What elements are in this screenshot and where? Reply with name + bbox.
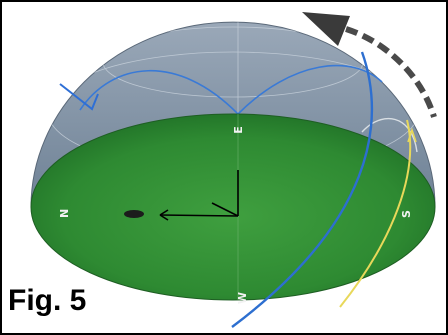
ground-plane [30,113,436,301]
rotation-arrow [345,26,437,118]
compass-label-north: N [58,209,71,218]
yellow-sun-path [339,119,412,308]
compass-label-south: S [400,210,413,218]
blue-sun-path [231,51,374,328]
compass-label-east: E [232,126,245,134]
observer-marker [124,210,144,218]
yellow-arrowhead [407,127,417,143]
compass-label-west: W [236,292,249,304]
gnomon-indicator [159,170,239,221]
celestial-sphere-diagram: N E S W [30,12,437,328]
blue-tick-mark [59,83,99,111]
white-arc [361,117,418,153]
figure-label: Fig. 5 [8,284,87,317]
rotation-arrowhead [302,12,350,46]
